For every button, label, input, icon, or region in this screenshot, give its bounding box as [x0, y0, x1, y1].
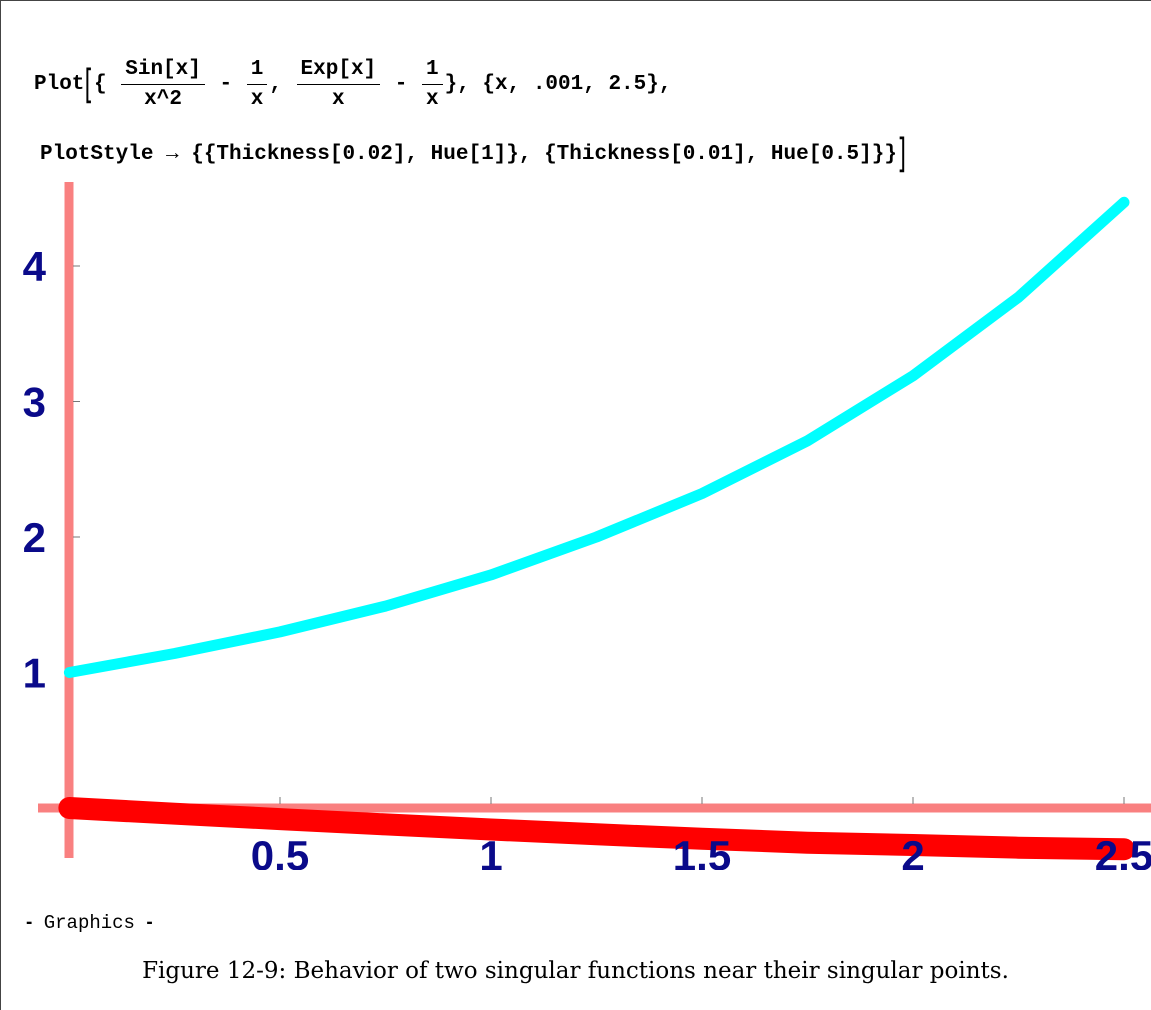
close-brace: },: [444, 73, 470, 96]
fraction-sin: Sin[x] x^2: [121, 58, 205, 111]
series-exp-line: [63, 196, 1130, 678]
fraction-exp: Exp[x] x: [296, 58, 381, 111]
open-brace: {: [94, 73, 107, 96]
comma: ,: [269, 73, 282, 96]
dash-left: -: [26, 912, 33, 933]
graphics-text: Graphics: [43, 912, 135, 934]
minus-sign: -: [394, 73, 408, 96]
fraction-one-over-x-1: 1 x: [246, 58, 268, 111]
fraction-denominator: x: [425, 88, 439, 111]
fraction-numerator: 1: [246, 58, 268, 85]
open-bracket: [: [84, 61, 94, 108]
tick-labels: 0.5 1 1.5 2 2.5 1 2 3 4: [23, 243, 1151, 870]
x-tick-label: 1.5: [673, 832, 731, 870]
plot-head: Plot: [34, 73, 85, 96]
y-tick-label: 1: [23, 650, 46, 697]
plotstyle-spec: PlotStyle → {{Thickness[0.02], Hue[1]}, …: [40, 142, 897, 166]
fraction-sin-numerator: Sin[x]: [121, 58, 205, 85]
input-line-1: Plot[{ Sin[x] x^2 - 1 x , Exp[x] x - 1 x…: [34, 58, 671, 138]
fraction-exp-denominator: x: [332, 88, 345, 111]
y-tick-label: 4: [23, 243, 47, 290]
x-tick-label: 2: [901, 832, 924, 870]
series-sin-line: [58, 797, 1135, 861]
fraction-denominator: x: [250, 88, 264, 111]
y-tick-label: 2: [23, 514, 46, 561]
input-line-2: PlotStyle → {{Thickness[0.02], Hue[1]}, …: [40, 134, 907, 174]
x-tick-label: 1: [479, 832, 502, 870]
plot-range: {x, .001, 2.5},: [482, 73, 672, 96]
dash-right: -: [146, 912, 153, 933]
x-tick-label: 0.5: [251, 832, 309, 870]
fraction-one-over-x-2: 1 x: [421, 58, 443, 111]
close-bracket: ]: [897, 131, 907, 177]
fraction-sin-denominator: x^2: [144, 88, 182, 111]
output-graphics-label: - Graphics -: [26, 912, 153, 934]
x-tick-label: 2.5: [1095, 832, 1151, 870]
plot-area: 0.5 1 1.5 2 2.5 1 2 3 4: [23, 182, 1151, 870]
y-tick-label: 3: [23, 379, 46, 426]
figure-caption: Figure 12-9: Behavior of two singular fu…: [142, 958, 1009, 984]
fraction-exp-numerator: Exp[x]: [296, 58, 381, 85]
fraction-numerator: 1: [421, 58, 443, 85]
minus-sign: -: [219, 73, 233, 96]
series-layer: [58, 196, 1135, 861]
axes: [38, 182, 1151, 858]
